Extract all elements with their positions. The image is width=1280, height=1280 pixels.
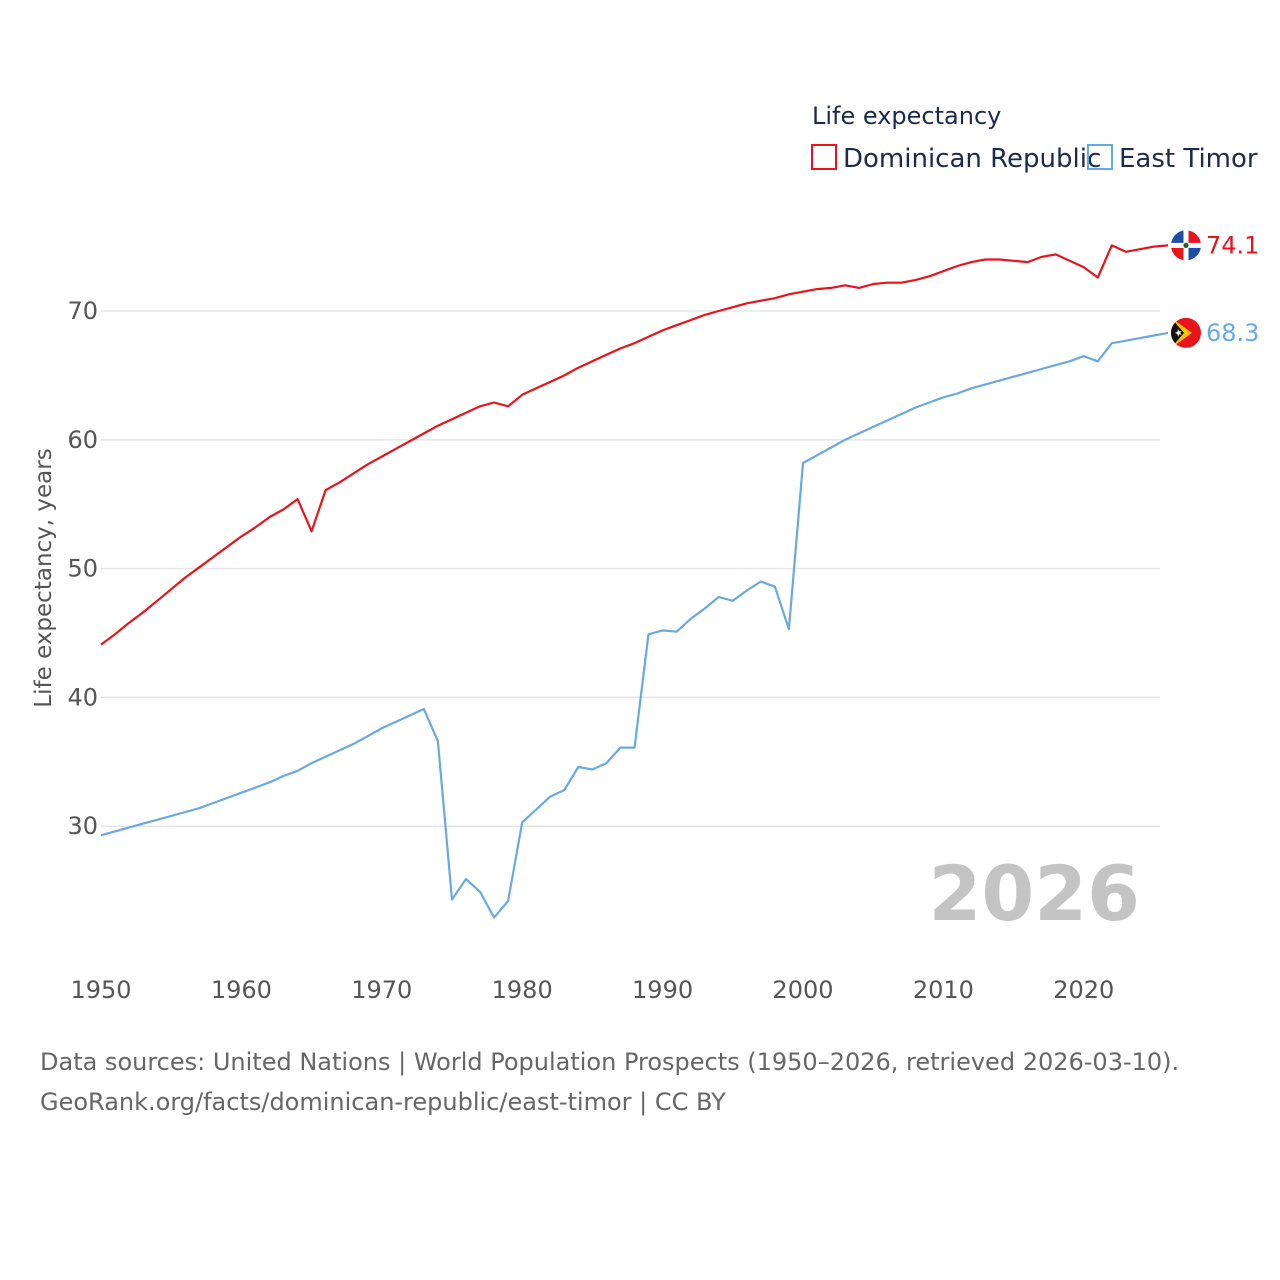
y-tick-label-40: 40 <box>67 683 98 711</box>
footer-sources: Data sources: United Nations | World Pop… <box>40 1048 1180 1076</box>
legend-swatch-east-timor <box>1087 144 1113 170</box>
legend-swatch-dominican-republic <box>811 144 837 170</box>
x-tick-label-1960: 1960 <box>211 976 272 1004</box>
legend-item-east-timor[interactable]: East Timor <box>1087 144 1258 174</box>
gridlines <box>101 310 1160 827</box>
x-tick-label-1990: 1990 <box>632 976 693 1004</box>
x-tick-label-2020: 2020 <box>1053 976 1114 1004</box>
legend-label-dominican-republic: Dominican Republic <box>843 144 1101 174</box>
y-tick-label-50: 50 <box>67 555 98 583</box>
series-end-markers: 74.1 68.3 <box>1171 230 1259 348</box>
x-tick-label-2000: 2000 <box>772 976 833 1004</box>
year-watermark: 2026 <box>928 849 1140 938</box>
x-tick-label-2010: 2010 <box>913 976 974 1004</box>
east-timor-end-value: 68.3 <box>1206 319 1259 347</box>
y-tick-label-30: 30 <box>67 812 98 840</box>
east-timor-end: 68.3 <box>1171 317 1259 348</box>
legend-title: Life expectancy <box>812 102 1001 130</box>
series-lines <box>100 244 1169 919</box>
dominican-republic-end: 74.1 <box>1171 230 1259 261</box>
dominican-republic-flag-icon <box>1171 230 1201 261</box>
y-tick-labels: 30 40 50 60 70 <box>67 297 98 840</box>
footer-link[interactable]: GeoRank.org/facts/dominican-republic/eas… <box>40 1088 726 1116</box>
dominican-republic-end-value: 74.1 <box>1206 231 1259 259</box>
legend-label-east-timor: East Timor <box>1119 144 1258 174</box>
series-line-dominican-republic[interactable] <box>100 244 1169 646</box>
y-tick-label-60: 60 <box>67 426 98 454</box>
y-axis-title: Life expectancy, years <box>31 448 57 707</box>
x-tick-labels: 1950 1960 1970 1980 1990 2000 2010 2020 <box>70 976 1114 1004</box>
series-line-east-timor[interactable] <box>100 331 1169 919</box>
footer: Data sources: United Nations | World Pop… <box>40 1042 1179 1122</box>
y-tick-label-70: 70 <box>67 297 98 325</box>
east-timor-flag-icon <box>1171 317 1201 348</box>
x-tick-label-1950: 1950 <box>70 976 131 1004</box>
legend-item-dominican-republic[interactable]: Dominican Republic <box>811 144 1101 174</box>
x-tick-label-1970: 1970 <box>351 976 412 1004</box>
x-tick-label-1980: 1980 <box>492 976 553 1004</box>
